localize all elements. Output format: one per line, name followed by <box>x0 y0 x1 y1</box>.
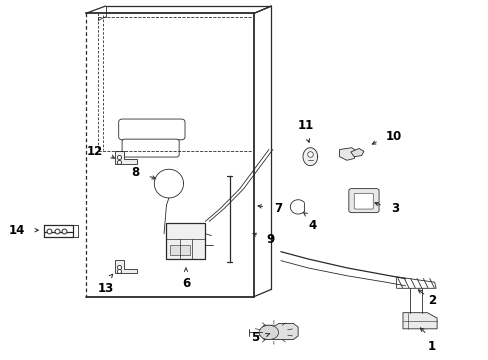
Text: 11: 11 <box>297 118 313 132</box>
FancyBboxPatch shape <box>119 119 184 140</box>
FancyBboxPatch shape <box>122 139 179 157</box>
Text: 1: 1 <box>427 339 435 352</box>
Text: 9: 9 <box>266 233 274 246</box>
Text: 6: 6 <box>182 277 190 290</box>
Polygon shape <box>402 313 436 329</box>
Polygon shape <box>115 151 137 164</box>
FancyBboxPatch shape <box>348 189 378 213</box>
Text: 7: 7 <box>273 202 281 215</box>
Text: 5: 5 <box>250 331 259 344</box>
Text: 3: 3 <box>390 202 398 215</box>
Circle shape <box>259 325 278 339</box>
Polygon shape <box>115 260 137 273</box>
Text: 12: 12 <box>87 145 103 158</box>
Polygon shape <box>303 148 317 166</box>
Text: 4: 4 <box>308 220 316 233</box>
Polygon shape <box>396 277 435 288</box>
Text: 14: 14 <box>9 224 25 237</box>
FancyBboxPatch shape <box>353 193 372 209</box>
Polygon shape <box>350 148 363 157</box>
FancyBboxPatch shape <box>166 223 205 259</box>
Text: 13: 13 <box>97 282 113 295</box>
Polygon shape <box>339 148 356 160</box>
Text: 8: 8 <box>131 166 140 179</box>
Text: 2: 2 <box>427 294 435 307</box>
Text: 10: 10 <box>385 130 401 144</box>
Polygon shape <box>261 323 298 339</box>
FancyBboxPatch shape <box>170 244 189 255</box>
